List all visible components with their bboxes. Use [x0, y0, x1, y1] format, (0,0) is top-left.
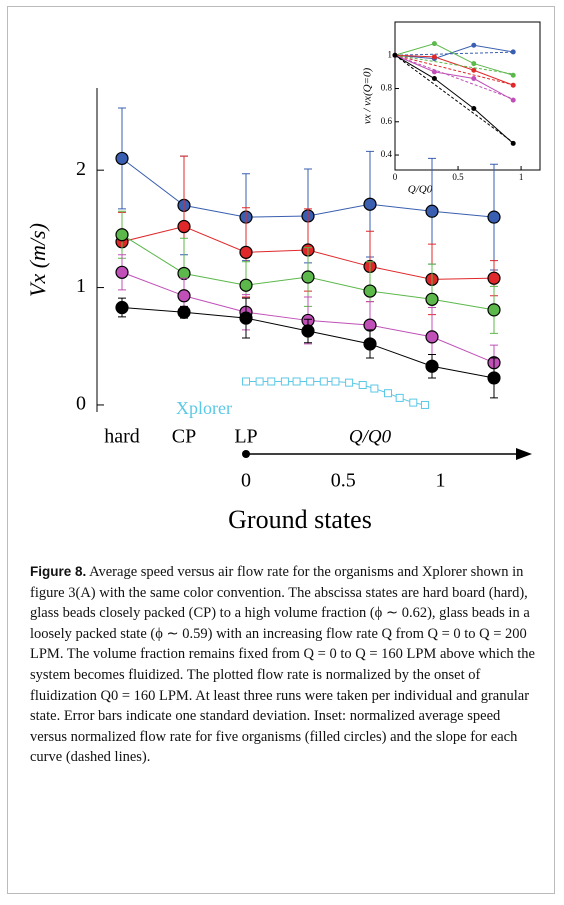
caption: Figure 8. Average speed versus air flow …: [30, 562, 536, 768]
slope-line: [394, 54, 514, 100]
point: [301, 324, 315, 338]
annotation: Xplorer: [176, 398, 232, 418]
inset-point: [510, 49, 516, 55]
inset-line: [394, 54, 514, 101]
figure-frame: [7, 6, 555, 894]
x-tick-label: hard: [104, 426, 140, 448]
slope-line: [394, 54, 514, 143]
inset-point: [510, 82, 516, 88]
point: [239, 278, 253, 292]
inset-point: [471, 76, 477, 82]
xplorer-point: [358, 381, 367, 389]
xplorer-point: [267, 377, 276, 386]
q-tick-label: 1: [436, 470, 446, 492]
inset-line: [394, 54, 514, 86]
inset-x-tick-label: 1: [519, 172, 524, 182]
x-label: Ground states: [228, 505, 372, 534]
point: [425, 292, 439, 306]
q-tick-label: 0.5: [331, 470, 356, 492]
inset-point: [510, 140, 516, 146]
figure-label: Figure 8.: [30, 564, 87, 579]
xplorer-point: [306, 377, 315, 386]
xplorer-point: [292, 377, 301, 386]
inset-x-tick-label: 0: [393, 172, 398, 182]
xplorer-point: [255, 377, 264, 386]
point: [363, 337, 377, 351]
point: [487, 371, 501, 385]
xplorer-point: [242, 377, 250, 386]
inset-point: [431, 69, 437, 75]
inset-point: [510, 72, 516, 78]
xplorer-point: [319, 377, 328, 386]
point: [425, 330, 439, 344]
xplorer-point: [370, 384, 379, 393]
q-axis-label: Q/Q0: [349, 426, 392, 447]
xplorer-point: [280, 377, 289, 386]
inset-point: [471, 61, 477, 67]
inset-y-tick-label: 1: [388, 49, 393, 59]
xplorer-point: [420, 400, 429, 409]
xplorer-point: [331, 377, 340, 386]
point: [425, 204, 439, 218]
inset-y-tick-label: 0.6: [381, 116, 393, 126]
point: [363, 284, 377, 298]
inset-line: [394, 54, 514, 144]
inset-point: [431, 76, 437, 82]
inset-x-tick-label: 0.5: [452, 172, 464, 182]
q-tick-label: 0: [241, 470, 251, 492]
y-tick-label: 1: [76, 275, 86, 297]
inset-point: [431, 41, 437, 47]
inset-y-label: vx / vx(Q=0): [362, 68, 374, 125]
inset-y-tick-label: 0.4: [381, 149, 393, 159]
xplorer-point: [384, 389, 392, 398]
inset-point: [392, 52, 398, 58]
xplorer-point: [345, 378, 354, 387]
caption-text: Average speed versus air flow rate for t…: [30, 564, 535, 766]
inset-point: [510, 97, 516, 103]
point: [177, 289, 191, 303]
inset-x-label: Q/Q0: [408, 184, 433, 196]
chart: Vx (m/s) Ground states Q/Q0 Xplorer vx /…: [25, 21, 541, 534]
point: [239, 311, 253, 325]
inset-y-tick-label: 0.8: [381, 83, 393, 93]
q-axis-arrow: [516, 448, 532, 460]
point: [425, 359, 439, 373]
point: [239, 245, 253, 259]
x-tick-label: LP: [234, 426, 257, 448]
inset-frame: [394, 21, 541, 171]
inset-point: [471, 67, 477, 73]
slope-line: [394, 54, 514, 86]
inset-line: [394, 44, 514, 60]
point: [115, 300, 129, 315]
x-tick-label: CP: [172, 426, 196, 448]
point: [487, 303, 501, 317]
y-tick-label: 2: [76, 158, 86, 180]
inset-line: [394, 43, 514, 76]
point: [487, 210, 501, 224]
point: [115, 265, 129, 279]
point: [177, 305, 191, 319]
xplorer-point: [395, 393, 404, 402]
point: [115, 228, 129, 242]
inset-point: [471, 42, 477, 48]
y-label: Vx (m/s): [25, 223, 50, 297]
point: [115, 151, 129, 166]
point: [177, 219, 191, 234]
point: [301, 270, 315, 284]
inset-point: [471, 105, 477, 111]
xplorer-point: [409, 398, 418, 407]
point: [363, 197, 377, 211]
inset-point: [431, 54, 437, 60]
point: [487, 271, 501, 285]
y-tick-label: 0: [76, 393, 86, 415]
